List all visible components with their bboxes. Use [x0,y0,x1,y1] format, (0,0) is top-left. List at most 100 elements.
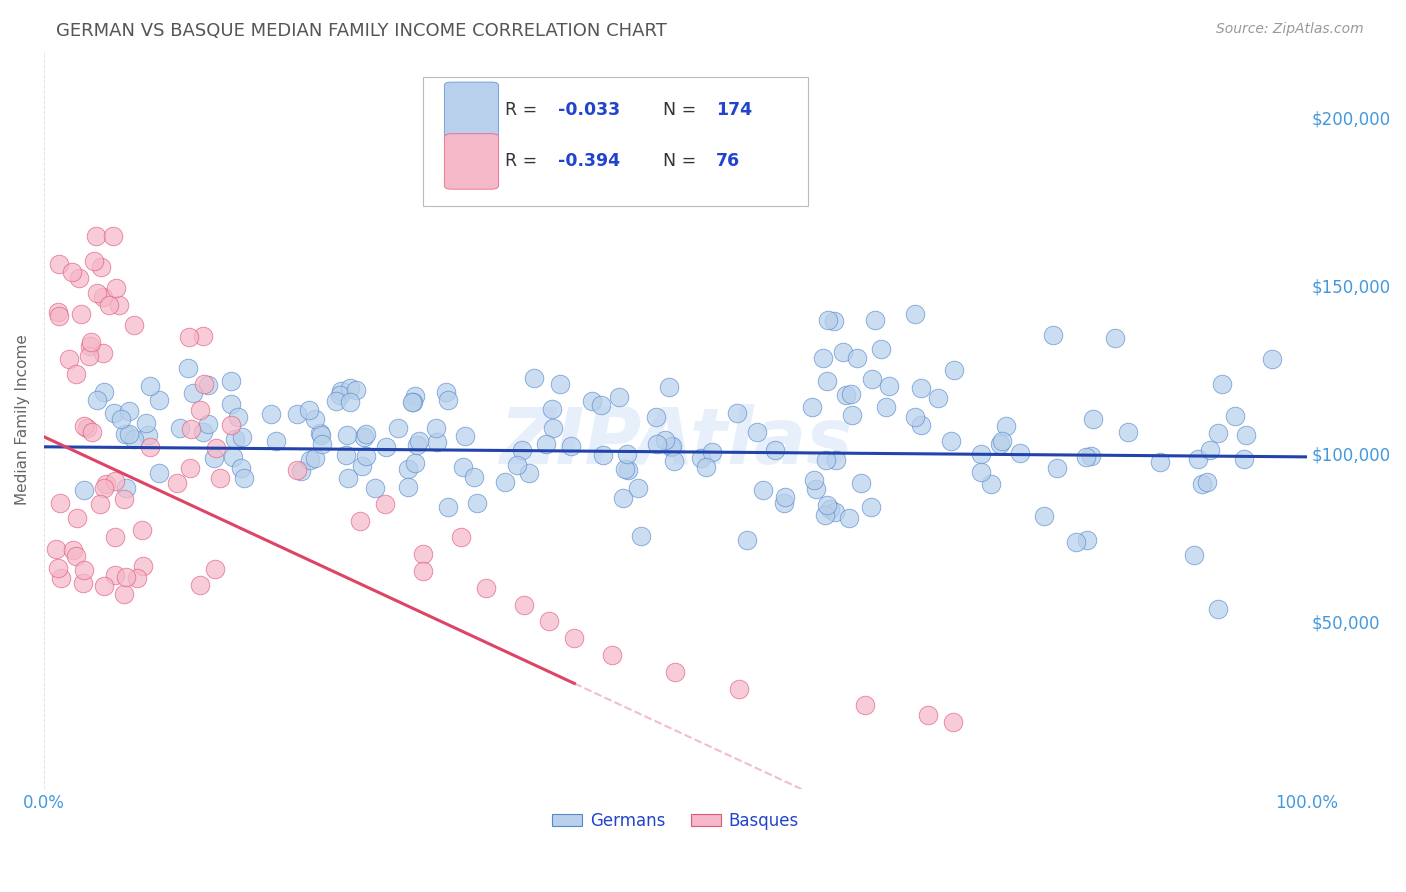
Point [285,407,308,421]
Point [426,435,449,450]
Point [260,407,283,421]
Point [90,260,112,274]
Point [285,463,308,477]
Point [73,483,96,497]
Point [83,253,105,268]
Point [374,497,396,511]
Point [180,422,202,436]
Point [148,392,170,407]
Point [204,562,226,576]
Point [93,385,115,400]
Y-axis label: Median Family Income: Median Family Income [15,334,30,506]
Point [659,440,682,454]
Point [58,351,80,366]
Point [806,482,828,496]
Point [700,445,723,459]
Point [942,715,965,730]
Text: 174: 174 [716,101,752,119]
Point [352,458,374,473]
Point [127,570,149,584]
Point [1211,377,1233,392]
Point [815,498,838,512]
Point [402,394,425,409]
Point [664,665,686,679]
Point [662,454,685,468]
Point [645,409,668,424]
Point [118,403,141,417]
Point [475,581,498,595]
Point [304,451,326,466]
Point [79,339,101,353]
Point [970,465,993,479]
Point [814,508,837,523]
Point [454,429,477,443]
Point [91,290,114,304]
Text: -0.394: -0.394 [558,153,620,170]
Point [363,481,385,495]
Point [89,497,111,511]
FancyBboxPatch shape [444,134,499,189]
Point [1045,461,1067,475]
Point [188,578,211,592]
Point [103,406,125,420]
Point [193,328,215,343]
Point [219,418,242,433]
Point [193,377,215,392]
Point [824,506,846,520]
Point [1080,450,1102,464]
Point [84,229,107,244]
Point [1076,533,1098,547]
Point [179,460,201,475]
Point [1191,476,1213,491]
Point [990,434,1012,449]
Point [177,360,200,375]
Text: 76: 76 [716,153,740,170]
Point [512,442,534,457]
Text: ZIPAtlas: ZIPAtlas [499,404,852,480]
Point [627,481,650,495]
Point [534,437,557,451]
Point [1206,602,1229,616]
Point [1199,442,1222,457]
Point [169,421,191,435]
Point [541,420,564,434]
Point [404,456,426,470]
Point [853,698,876,713]
Point [131,558,153,573]
Point [354,450,377,464]
Point [823,314,845,328]
Point [86,285,108,300]
Point [425,420,447,434]
Point [335,448,357,462]
Text: -0.033: -0.033 [558,101,620,119]
Point [224,432,246,446]
Point [540,401,562,416]
Point [205,442,228,456]
Point [309,428,332,442]
Point [772,495,794,509]
Point [124,432,146,446]
Point [1223,409,1246,423]
Point [412,564,434,578]
Point [222,450,245,464]
Point [917,708,939,723]
Point [49,496,72,510]
Point [115,569,138,583]
Point [46,305,69,319]
Point [658,380,681,394]
Point [299,453,322,467]
Point [437,500,460,514]
Point [264,434,287,449]
Point [354,427,377,442]
Point [329,388,352,402]
Point [745,425,768,439]
Point [48,560,70,574]
Point [1104,331,1126,345]
Point [65,549,87,563]
Point [91,346,114,360]
Point [1182,548,1205,562]
Point [463,470,485,484]
Point [522,371,544,385]
Point [548,377,571,392]
Point [290,464,312,478]
